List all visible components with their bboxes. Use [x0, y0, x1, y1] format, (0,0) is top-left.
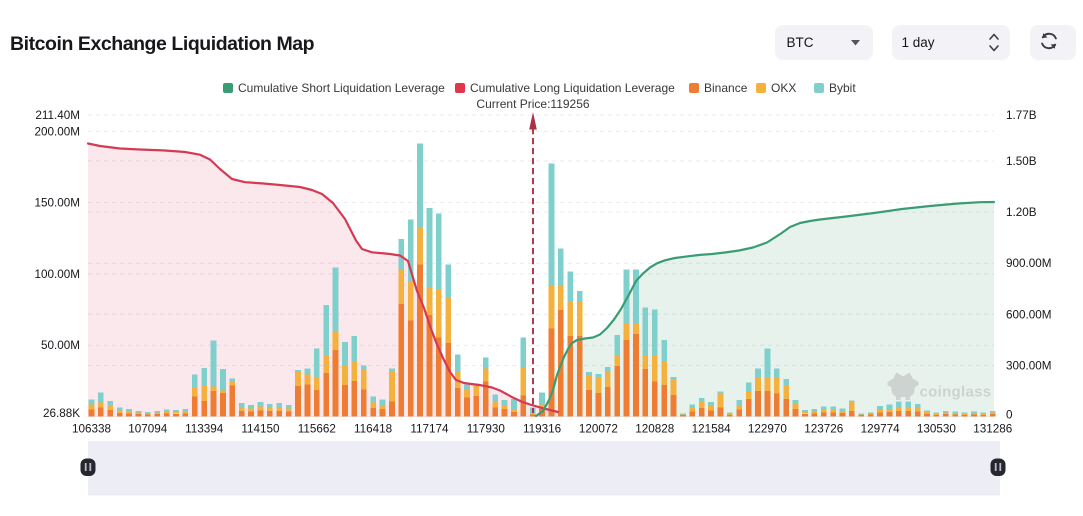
svg-text:1.50B: 1.50B: [1006, 155, 1037, 168]
svg-text:211.40M: 211.40M: [35, 109, 80, 122]
svg-text:117174: 117174: [410, 423, 449, 436]
svg-text:107094: 107094: [128, 423, 168, 436]
svg-text:120072: 120072: [579, 423, 618, 436]
svg-text:120828: 120828: [635, 423, 674, 436]
svg-text:600.00M: 600.00M: [1006, 308, 1051, 321]
svg-text:115662: 115662: [298, 423, 336, 436]
svg-text:123726: 123726: [804, 423, 843, 436]
svg-text:300.00M: 300.00M: [1006, 359, 1051, 372]
svg-text:900.00M: 900.00M: [1006, 257, 1051, 270]
svg-text:50.00M: 50.00M: [41, 339, 80, 352]
svg-text:129774: 129774: [861, 423, 901, 436]
svg-text:114150: 114150: [241, 423, 280, 436]
svg-text:200.00M: 200.00M: [35, 125, 80, 138]
svg-text:150.00M: 150.00M: [35, 197, 80, 210]
svg-text:113394: 113394: [185, 423, 224, 436]
svg-text:119316: 119316: [523, 423, 561, 436]
svg-text:100.00M: 100.00M: [35, 268, 80, 281]
svg-text:1.77B: 1.77B: [1006, 109, 1037, 122]
svg-text:1.20B: 1.20B: [1006, 206, 1037, 219]
svg-text:122970: 122970: [748, 423, 788, 436]
svg-text:coinglass: coinglass: [920, 384, 992, 401]
svg-text:116418: 116418: [354, 423, 392, 436]
svg-text:26.88K: 26.88K: [43, 407, 80, 420]
svg-text:117930: 117930: [467, 423, 506, 436]
svg-text:0: 0: [1006, 409, 1013, 422]
svg-text:106338: 106338: [72, 423, 111, 436]
svg-text:130530: 130530: [917, 423, 957, 436]
svg-text:121584: 121584: [692, 423, 732, 436]
svg-text:131286: 131286: [973, 423, 1012, 436]
